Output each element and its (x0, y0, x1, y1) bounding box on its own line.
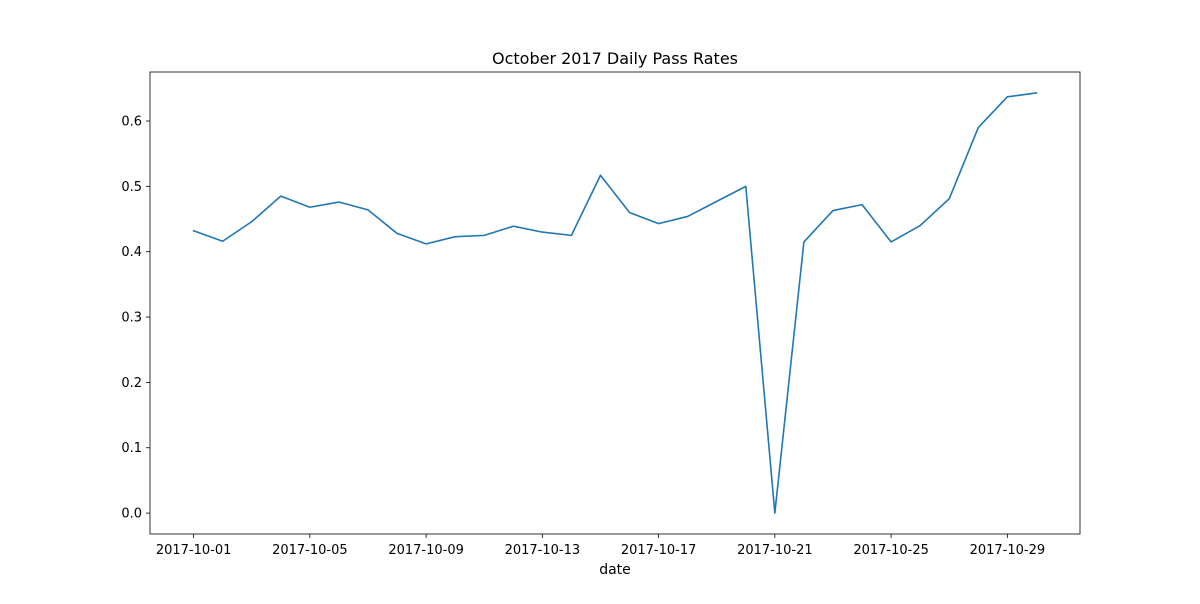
y-tick-label: 0.4 (121, 245, 142, 260)
x-tick-label: 2017-10-25 (853, 543, 929, 558)
y-tick-label: 0.2 (121, 376, 142, 391)
x-axis-label: date (599, 562, 631, 578)
x-tick-label: 2017-10-05 (272, 543, 348, 558)
x-tick-label: 2017-10-21 (737, 543, 813, 558)
y-tick-label: 0.3 (121, 311, 142, 326)
plot-area: 0.0 0.1 0.2 0.3 0.4 0.5 0.6 2017-10-01 2017-10-0… (121, 71, 1081, 558)
x-tick-label: 2017-10-29 (970, 543, 1046, 558)
y-tick-label: 0.1 (121, 441, 142, 456)
x-tick-label: 2017-10-13 (505, 543, 581, 558)
y-tick-label: 0.5 (121, 180, 142, 195)
chart-title: October 2017 Daily Pass Rates (492, 49, 738, 68)
x-tick-label: 2017-10-01 (156, 543, 232, 558)
axes-frame (149, 71, 1081, 535)
series-line-0 (192, 92, 1038, 514)
y-tick-label: 0.6 (121, 115, 142, 130)
y-tick-label: 0.0 (121, 507, 142, 522)
x-tick-label: 2017-10-09 (388, 543, 464, 558)
x-tick-label: 2017-10-17 (621, 543, 697, 558)
